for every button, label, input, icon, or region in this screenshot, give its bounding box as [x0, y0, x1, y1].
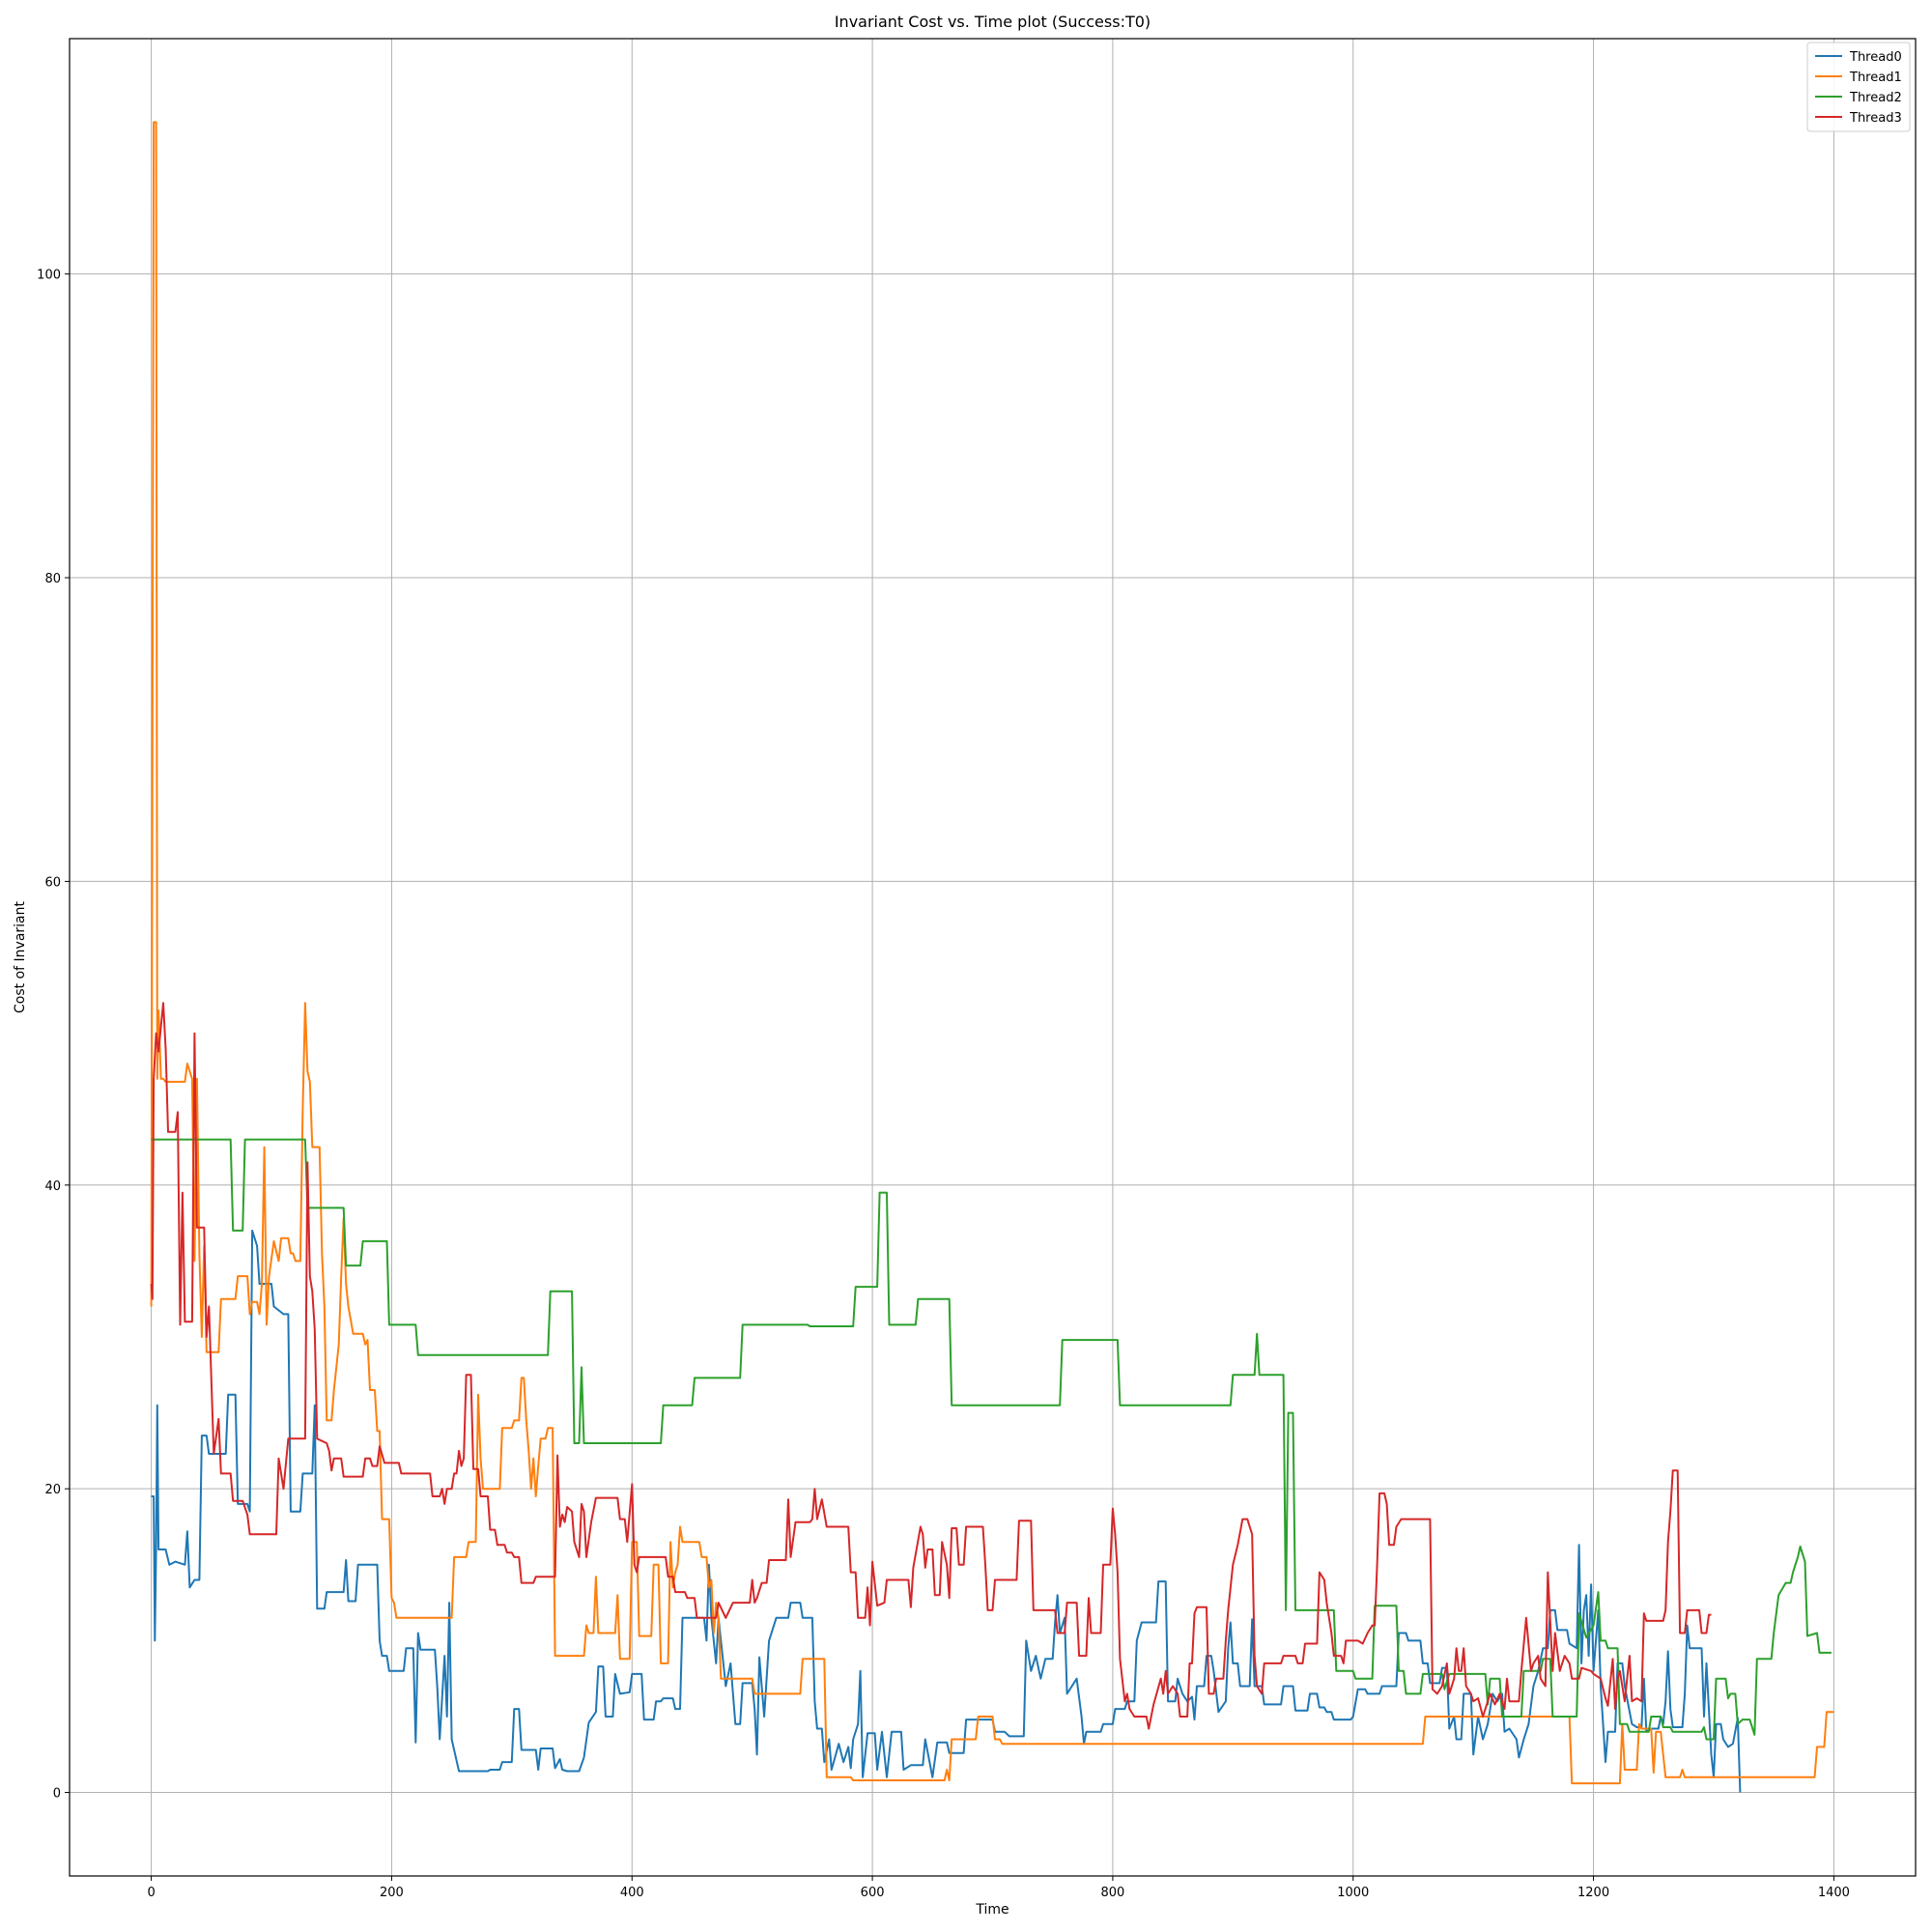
- x-axis: 0 200 400 600 800 1000 1200 1400: [147, 1876, 1850, 1900]
- x-tick-label: 600: [861, 1886, 885, 1900]
- x-tick-label: 0: [147, 1886, 155, 1900]
- series-line-thread3: [150, 1002, 1712, 1730]
- x-tick-label: 1000: [1337, 1886, 1369, 1900]
- legend: Thread0 Thread1 Thread2 Thread3: [1806, 42, 1911, 132]
- y-axis-label: Cost of Invariant: [13, 901, 28, 1013]
- x-tick-label: 1400: [1818, 1886, 1850, 1900]
- x-tick-label: 1200: [1577, 1886, 1609, 1900]
- x-axis-label: Time: [975, 1902, 1009, 1918]
- x-tick-label: 400: [620, 1886, 644, 1900]
- y-tick-label: 60: [44, 875, 61, 890]
- series-line-thread0: [151, 1229, 1742, 1793]
- y-tick-label: 100: [37, 269, 61, 283]
- x-tick-label: 200: [380, 1886, 404, 1900]
- y-tick-label: 20: [44, 1483, 61, 1497]
- legend-box: [1806, 42, 1911, 132]
- chart-title: Invariant Cost vs. Time plot (Success:T0…: [835, 13, 1151, 31]
- legend-label: Thread1: [1849, 71, 1902, 85]
- legend-label: Thread0: [1849, 50, 1902, 65]
- legend-label: Thread2: [1849, 91, 1902, 105]
- grid: [70, 39, 1916, 1876]
- y-tick-label: 0: [53, 1787, 61, 1802]
- x-tick-label: 800: [1101, 1886, 1125, 1900]
- plot-frame: [69, 38, 1917, 1877]
- y-tick-label: 40: [44, 1179, 61, 1194]
- y-axis: 0 20 40 60 80 100: [37, 269, 70, 1802]
- y-tick-label: 80: [44, 572, 61, 586]
- legend-label: Thread3: [1849, 111, 1902, 126]
- series-line-thread2: [151, 1138, 1832, 1741]
- series-line-thread1: [150, 121, 1834, 1785]
- series-layer: [150, 121, 1834, 1793]
